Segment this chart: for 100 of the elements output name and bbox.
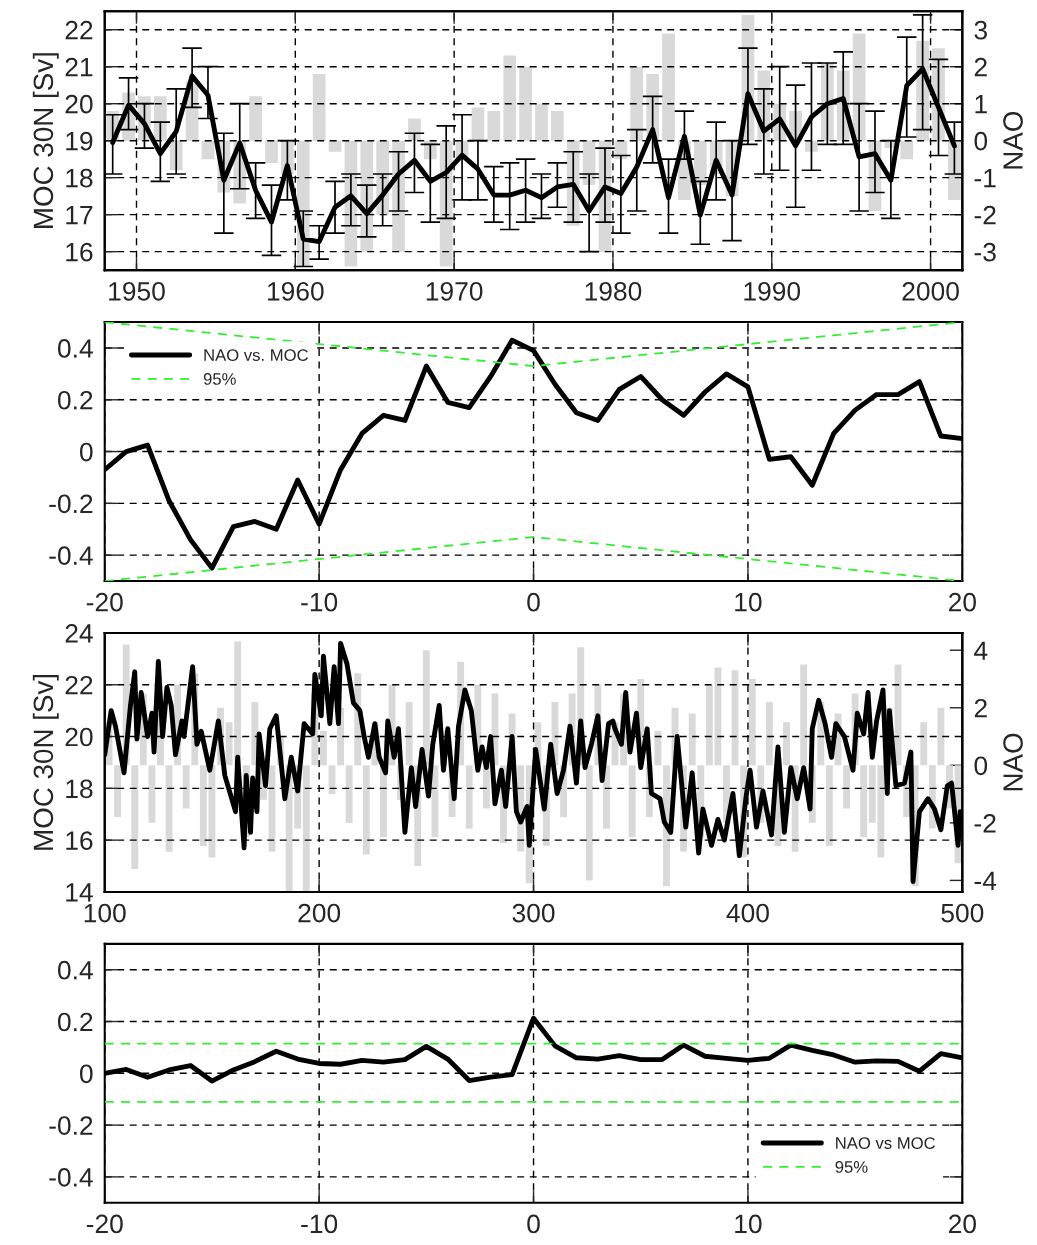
y2-tick-label: -2 (974, 205, 996, 225)
bar (148, 765, 156, 823)
bar (131, 765, 139, 869)
bar (249, 96, 262, 141)
bar (731, 670, 739, 766)
y2-axis-title: NAO (1003, 733, 1023, 791)
bar (654, 730, 662, 766)
y-tick-label: -0.2 (49, 494, 93, 514)
y2-tick-label: -2 (974, 814, 996, 833)
bar (431, 765, 439, 838)
legend-label: NAO vs MOC (836, 1137, 936, 1149)
y2-tick-label: 3 (974, 20, 987, 40)
x-tick-label: 100 (84, 903, 126, 923)
bar (201, 140, 215, 160)
y-tick-label: 0.2 (57, 390, 93, 410)
y-tick-label: 16 (66, 242, 93, 262)
x-tick-label: -10 (301, 1214, 338, 1234)
x-tick-label: 20 (948, 1214, 976, 1234)
bar (482, 765, 490, 809)
bar (405, 702, 413, 766)
y-tick-label: -0.4 (49, 1168, 93, 1187)
bar (114, 765, 122, 818)
bar (312, 74, 326, 141)
y-tick-label: -0.4 (49, 546, 93, 565)
bar (302, 765, 310, 892)
bar (328, 140, 342, 152)
bar (422, 650, 430, 766)
x-tick-label: 1980 (585, 281, 642, 301)
x-tick-label: 1970 (426, 281, 483, 301)
bar (765, 702, 773, 766)
legend-label: NAO vs. MOC (204, 349, 308, 361)
bar (503, 55, 517, 141)
bar (603, 765, 610, 829)
bar (182, 765, 190, 809)
bar (805, 140, 818, 152)
bar (920, 722, 928, 766)
y2-axis-title: NAO (1003, 111, 1023, 169)
y2-tick-label: 2 (974, 698, 987, 718)
bar (748, 679, 756, 766)
x-tick-label: 1950 (109, 281, 165, 301)
bar (783, 722, 790, 766)
bar (900, 140, 914, 160)
y2-tick-label: 2 (974, 57, 987, 77)
bar (662, 33, 675, 141)
bar (380, 765, 387, 838)
y2-tick-label: 1 (975, 95, 987, 114)
bar (535, 103, 548, 141)
x-tick-label: 0 (527, 592, 540, 612)
bar (551, 111, 564, 141)
y-tick-label: 18 (66, 779, 93, 799)
x-tick-label: 400 (726, 903, 769, 923)
y2-tick-label: -1 (974, 169, 996, 188)
y-tick-label: 0 (79, 442, 93, 462)
x-tick-label: 10 (735, 592, 762, 612)
bar (465, 765, 473, 829)
y2-tick-label: 4 (974, 641, 988, 660)
x-tick-label: -20 (86, 592, 123, 612)
x-tick-label: 2000 (902, 281, 959, 301)
x-tick-label: -20 (86, 1214, 123, 1234)
y-tick-label: 22 (65, 675, 93, 695)
y2-tick-label: -3 (974, 242, 996, 262)
y-tick-label: 19 (66, 131, 93, 151)
x-tick-label: 20 (948, 592, 976, 612)
y-tick-label: 0.4 (57, 339, 93, 358)
bar (487, 111, 501, 141)
bar (345, 765, 353, 823)
y-tick-label: 24 (65, 624, 93, 643)
bar (265, 140, 278, 163)
bar (937, 707, 945, 766)
y-tick-label: 0.4 (57, 960, 93, 980)
bar (860, 765, 868, 838)
bar (519, 66, 532, 141)
y2-tick-label: 0 (974, 131, 988, 151)
bar (471, 107, 485, 141)
legend-label: 95% (835, 1161, 868, 1173)
y-tick-label: 0.2 (57, 1012, 93, 1032)
y-tick-label: 21 (65, 57, 93, 77)
bar (362, 765, 370, 855)
y-tick-label: 16 (66, 831, 93, 850)
x-tick-label: 500 (941, 903, 984, 923)
x-tick-label: 1960 (267, 281, 324, 301)
y-tick-label: 22 (65, 20, 93, 40)
bar (688, 713, 696, 766)
bar (800, 664, 808, 766)
y-tick-label: 20 (65, 727, 93, 747)
y-tick-label: -0.2 (49, 1116, 93, 1135)
y2-tick-label: -4 (974, 871, 997, 890)
y-axis-title: MOC 30N [Sv] (32, 53, 59, 228)
x-tick-label: 300 (512, 903, 555, 923)
x-tick-label: 10 (735, 1214, 762, 1234)
y-tick-label: 17 (66, 206, 93, 225)
x-tick-label: -10 (301, 592, 338, 612)
y-tick-label: 20 (65, 94, 93, 114)
bar (319, 730, 327, 766)
y-axis-title: MOC 30N [Sv] (32, 674, 59, 850)
bar (630, 66, 644, 141)
x-tick-label: 200 (298, 903, 341, 923)
bar (843, 765, 850, 809)
y2-tick-label: 0 (974, 756, 988, 776)
y-tick-label: 14 (66, 883, 93, 902)
